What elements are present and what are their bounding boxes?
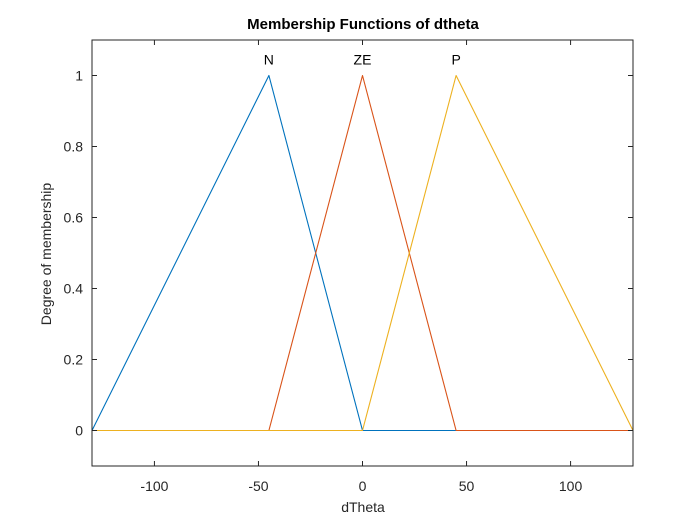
membership-label-ze: ZE [354,52,372,68]
x-axis-label: dTheta [341,499,385,515]
chart-title: Membership Functions of dtheta [247,16,479,33]
y-tick-label: 0.8 [64,139,84,155]
membership-label-n: N [264,52,274,68]
series-line-p [92,74,634,432]
x-tick-label: 50 [459,478,475,494]
y-tick-label: 0 [75,423,83,439]
x-tick-label: -50 [248,478,268,494]
membership-label-p: P [451,52,460,68]
y-tick-label: 0.2 [64,352,84,368]
plot-area: N ZE P [91,52,634,432]
x-tick-label: -100 [140,478,168,494]
y-tick-label: 0.6 [64,210,84,226]
y-tick-label: 0.4 [64,281,84,297]
axis-ticks: -100 -50 0 50 100 0 0.2 0.4 0.6 0.8 1 [64,40,633,494]
x-tick-label: 0 [359,478,367,494]
y-axis-label: Degree of membership [38,183,54,326]
y-tick-label: 1 [75,68,83,84]
x-tick-label: 100 [559,478,583,494]
